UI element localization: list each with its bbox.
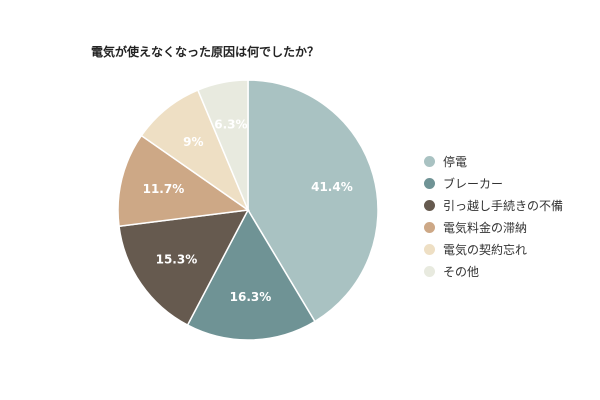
legend-item[interactable]: 電気の契約忘れ — [424, 238, 563, 260]
legend-item[interactable]: 電気料金の滞納 — [424, 216, 563, 238]
pie-slice-1[interactable] — [247, 79, 379, 323]
legend-label: 電気料金の滞納 — [443, 220, 528, 235]
legend-label: 引っ越し手続きの不備 — [443, 198, 564, 213]
legend-swatch — [424, 155, 435, 167]
pie-slice-3[interactable] — [118, 209, 250, 327]
legend-swatch — [424, 199, 435, 211]
legend-item[interactable]: ブレーカー — [424, 172, 563, 194]
slice-label-4: 11.7% — [143, 182, 185, 196]
legend-item[interactable]: 引っ越し手続きの不備 — [424, 194, 563, 216]
legend-item[interactable]: 停電 — [424, 150, 563, 172]
legend-label: ブレーカー — [443, 176, 504, 191]
slice-label-5: 9% — [183, 135, 203, 149]
slice-label-6: 6.3% — [214, 118, 247, 132]
pie-slice-6[interactable] — [196, 79, 249, 211]
legend-swatch — [424, 243, 435, 255]
legend-label: 停電 — [443, 154, 468, 169]
pie-slice-4[interactable] — [117, 134, 251, 228]
legend-label: その他 — [443, 264, 480, 279]
slice-label-3: 15.3% — [156, 253, 198, 267]
legend: 停電ブレーカー引っ越し手続きの不備 電気料金の滞納 電気の契約忘れ その他 — [424, 150, 563, 282]
legend-swatch — [424, 265, 435, 277]
slice-label-1: 41.4% — [311, 180, 353, 194]
legend-item[interactable]: その他 — [424, 260, 563, 282]
pie-slice-2[interactable] — [186, 208, 316, 341]
chart-title: 電気が使えなくなった原因は何でしたか？ — [91, 45, 320, 59]
legend-swatch — [424, 221, 435, 233]
legend-swatch — [424, 177, 435, 189]
legend-label: 電気の契約忘れ — [443, 242, 528, 257]
slice-label-2: 16.3% — [230, 290, 272, 304]
